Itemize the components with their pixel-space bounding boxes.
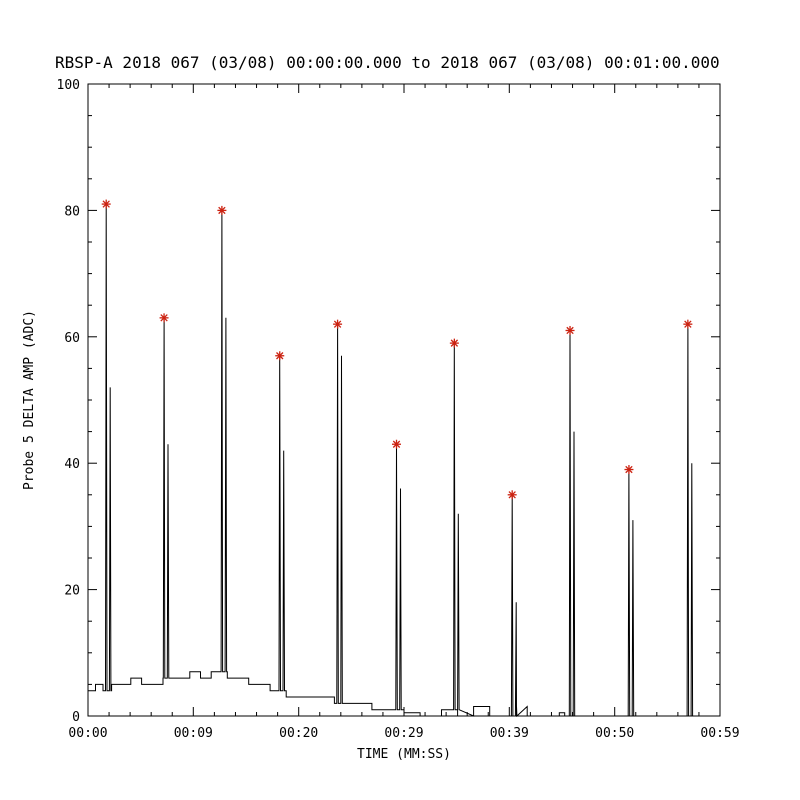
asterisk-marker	[392, 439, 402, 449]
x-tick-label: 00:59	[700, 726, 739, 741]
x-tick-label: 00:09	[174, 726, 213, 741]
x-axis-label: TIME (MM:SS)	[357, 747, 451, 762]
asterisk-marker	[507, 490, 517, 500]
plot-axes	[87, 83, 721, 717]
y-tick-label: 20	[64, 584, 80, 599]
y-tick-label: 60	[64, 331, 80, 346]
asterisk-marker	[217, 205, 227, 215]
data-series-line	[88, 204, 720, 718]
y-tick-label: 100	[57, 78, 80, 93]
asterisk-marker	[565, 325, 575, 335]
y-tick-label: 80	[64, 204, 80, 219]
x-tick-label: 00:00	[68, 726, 107, 741]
y-axis-label: Probe 5 DELTA AMP (ADC)	[22, 310, 37, 490]
asterisk-marker	[275, 351, 285, 361]
axis-tick-labels: 0 20 40 60 80 100 00:00 00:09 00:20 00:29 00:39 00:…	[57, 78, 740, 741]
asterisk-marker	[624, 465, 634, 475]
asterisk-marker	[159, 313, 169, 323]
asterisk-marker	[683, 319, 693, 329]
peak-asterisk-markers	[101, 199, 693, 500]
y-tick-label: 0	[72, 710, 80, 725]
asterisk-marker	[333, 319, 343, 329]
plot-title: RBSP-A 2018 067 (03/08) 00:00:00.000 to …	[55, 53, 720, 72]
x-tick-label: 00:20	[279, 726, 318, 741]
y-tick-label: 40	[64, 457, 80, 472]
x-tick-label: 00:50	[595, 726, 634, 741]
x-tick-label: 00:39	[490, 726, 529, 741]
asterisk-marker	[449, 338, 459, 348]
asterisk-marker	[101, 199, 111, 209]
x-tick-label: 00:29	[384, 726, 423, 741]
